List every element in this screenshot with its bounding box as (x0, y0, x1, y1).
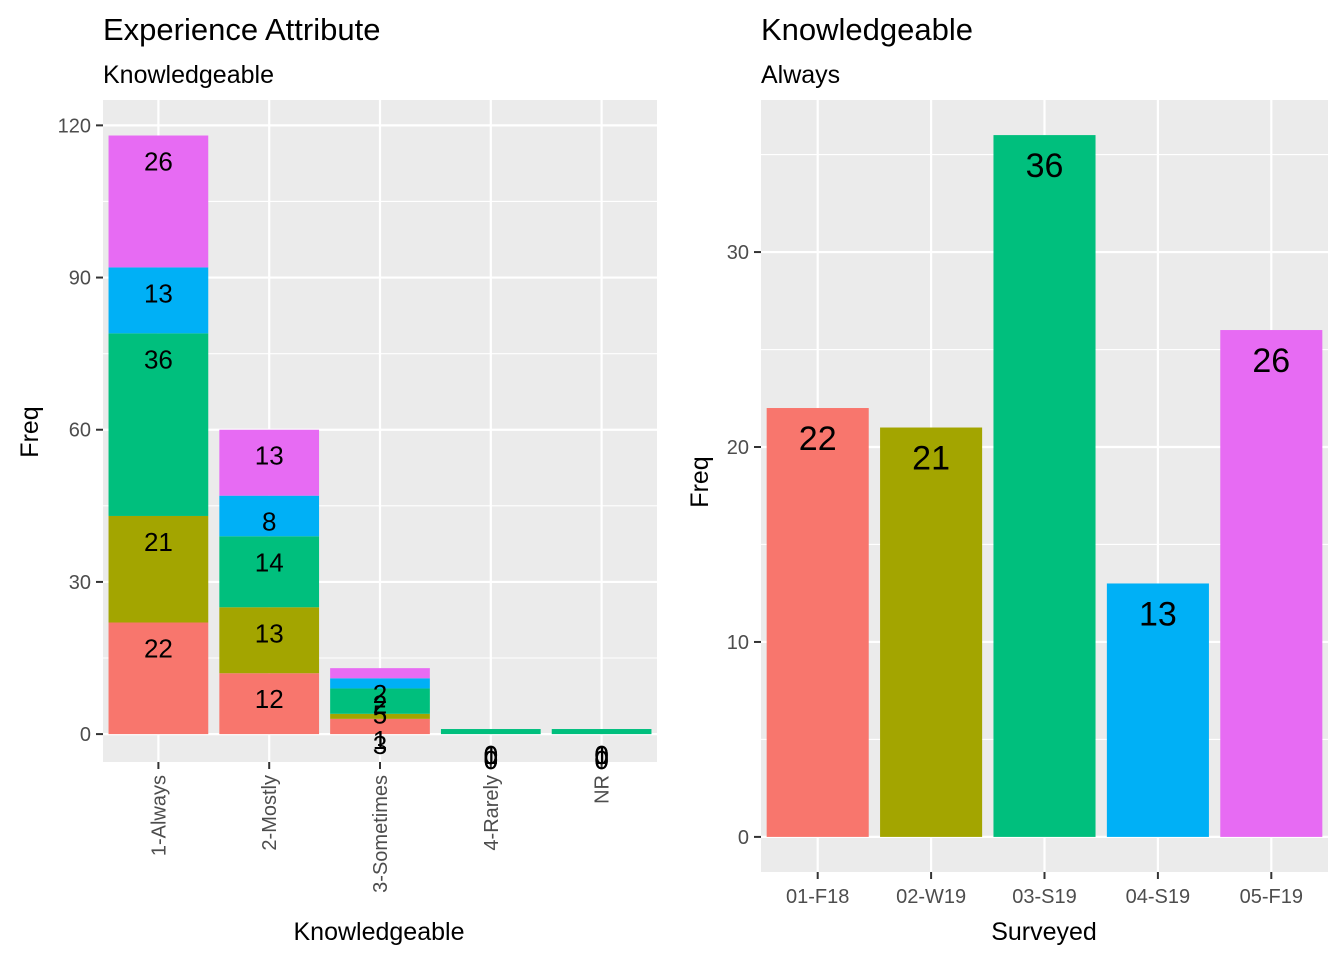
right-y-axis-label: Freq (686, 456, 714, 507)
left-data-label: 0 (594, 745, 608, 775)
left-data-label: 13 (255, 618, 284, 648)
left-bar-segment (108, 333, 209, 516)
right-y-tick-label: 0 (738, 827, 749, 849)
left-x-tick-label: 2-Mostly (259, 775, 281, 851)
left-y-tick-label: 0 (80, 724, 91, 746)
left-data-label: 0 (484, 740, 498, 770)
left-data-label: 2 (373, 679, 387, 709)
right-bar (1106, 583, 1209, 837)
left-data-label: 0 (594, 740, 608, 770)
left-data-label: 0 (594, 745, 608, 775)
left-y-tick-label: 120 (58, 115, 91, 137)
left-x-tick-label: 3-Sometimes (370, 775, 392, 893)
left-data-label: 5 (373, 699, 387, 729)
left-bar-segment (108, 622, 209, 735)
right-bar (1220, 330, 1323, 837)
right-x-tick-label: 04-S19 (1126, 886, 1191, 908)
right-data-label: 13 (1139, 595, 1177, 633)
right-bar (993, 135, 1096, 837)
right-data-label: 21 (912, 440, 950, 478)
left-bar-segment (330, 713, 430, 719)
left-bar-segment (330, 678, 430, 689)
left-data-label: 0 (484, 745, 498, 775)
right-data-label: 22 (799, 420, 837, 458)
right-chart-subtitle: Always (761, 61, 840, 89)
left-bar-segment (219, 429, 320, 496)
left-y-tick-label: 60 (69, 420, 91, 442)
left-x-axis-label: Knowledgeable (294, 918, 465, 946)
left-bar-segment (330, 668, 430, 679)
left-data-label: 0 (484, 745, 498, 775)
right-x-tick-label: 05-F19 (1240, 886, 1303, 908)
left-data-label: 14 (255, 547, 284, 577)
left-bar-segment (551, 729, 652, 735)
left-bar-segment (108, 515, 209, 623)
left-data-label: 1 (594, 740, 608, 770)
right-x-tick-label: 02-W19 (896, 886, 966, 908)
left-data-label: 3 (373, 730, 387, 760)
left-data-label: 13 (255, 441, 284, 471)
right-x-tick-label: 03-S19 (1012, 886, 1077, 908)
left-x-tick-label: NR (592, 775, 614, 804)
left-bar-segment (330, 688, 430, 714)
left-bar-segment (219, 673, 320, 735)
right-data-label: 36 (1026, 147, 1064, 185)
left-y-tick-label: 90 (69, 268, 91, 290)
right-bar (880, 427, 983, 837)
left-x-tick-label: 1-Always (148, 775, 170, 856)
right-chart-title: Knowledgeable (761, 12, 973, 47)
right-chart-panel: 0 10 20 30 01-F18 02-W19 03-S19 04-S19 05-F19 22 2… (727, 100, 1328, 908)
left-data-label: 0 (594, 740, 608, 770)
left-y-tick-label: 30 (69, 572, 91, 594)
right-bar (766, 408, 869, 837)
left-x-tick-label: 4-Rarely (481, 775, 503, 851)
left-bar-segment (219, 495, 320, 537)
left-chart-title: Experience Attribute (103, 12, 380, 47)
left-chart-subtitle: Knowledgeable (103, 61, 274, 89)
left-data-label: 8 (262, 507, 276, 537)
right-x-tick-label: 01-F18 (786, 886, 849, 908)
left-data-label: 2 (373, 689, 387, 719)
left-data-label: 21 (144, 527, 173, 557)
right-y-tick-label: 20 (727, 437, 749, 459)
left-bar-segment (108, 267, 209, 334)
left-data-label: 36 (144, 344, 173, 374)
left-data-label: 22 (144, 633, 173, 663)
left-data-label: 0 (484, 740, 498, 770)
right-data-label: 26 (1252, 342, 1290, 380)
left-data-label: 26 (144, 147, 173, 177)
left-bar-segment (330, 718, 430, 735)
left-bar-segment (219, 536, 320, 608)
left-bar-segment (108, 135, 209, 268)
left-data-label: 12 (255, 684, 284, 714)
left-bar-segment (219, 607, 320, 674)
right-y-tick-label: 10 (727, 632, 749, 654)
left-data-label: 13 (144, 278, 173, 308)
left-bar-segment (440, 729, 541, 735)
left-y-axis-label: Freq (16, 406, 44, 457)
left-data-label: 1 (484, 740, 498, 770)
right-y-tick-label: 30 (727, 242, 749, 264)
right-x-axis-label: Surveyed (991, 918, 1097, 946)
left-data-label: 1 (373, 725, 387, 755)
